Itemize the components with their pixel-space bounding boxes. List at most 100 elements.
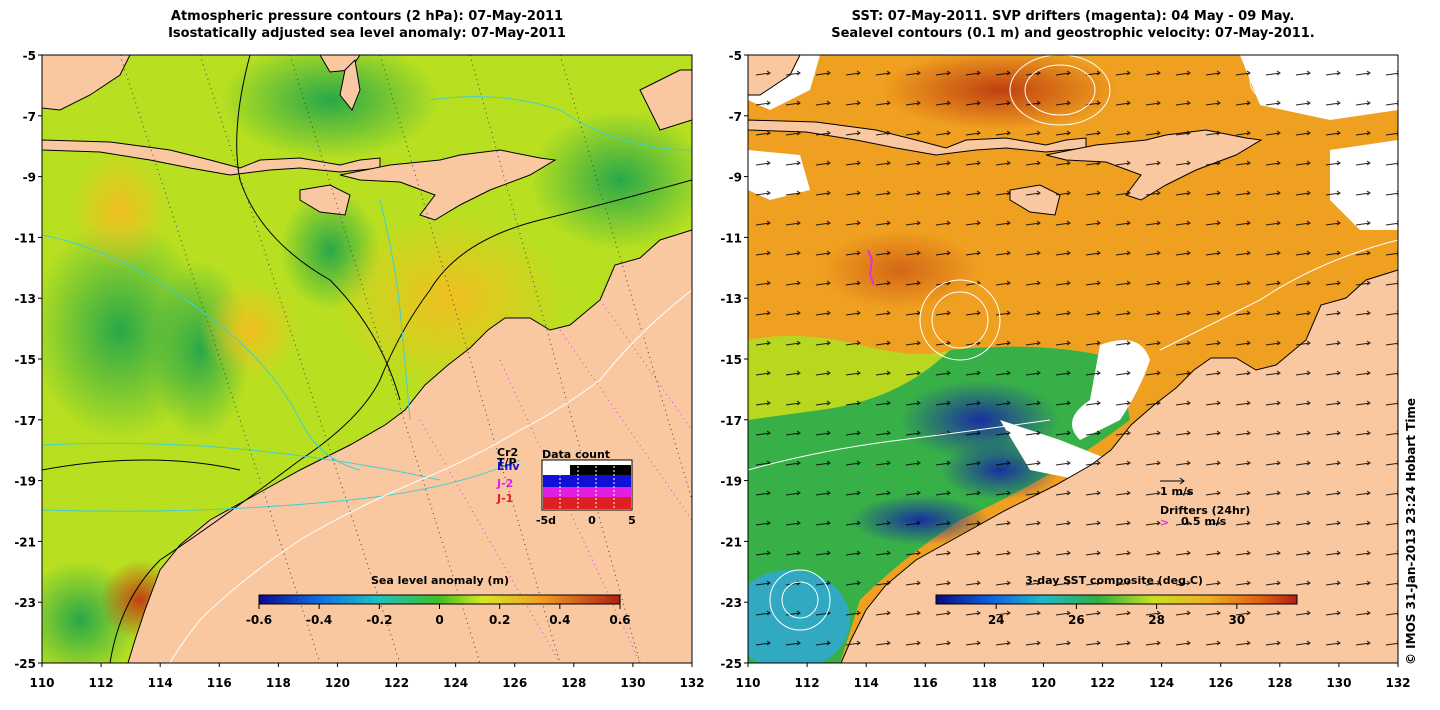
longitude-tick-label: 132 [679,676,704,690]
longitude-tick-label: 130 [620,676,645,690]
drifter-scale-label: 0.5 m/s [1181,515,1227,528]
sla-contour [42,234,361,471]
altimeter-tracks-magenta [419,299,692,663]
latitude-tick-label: -21 [720,535,742,549]
longitude-tick-label: 128 [561,676,586,690]
longitude-tick-label: 120 [1031,676,1056,690]
sst-colorbar [935,594,1298,605]
data-count-inset: Data count Cr2 T/P Env J-2 J-1 -5d 0 5 [496,446,636,527]
sst-colorbar-tick-label: 30 [1228,613,1245,627]
sealevel-contours [748,55,1398,631]
sla-map [42,55,692,663]
latitude-tick-label: -5 [729,49,742,63]
data-count-tick-5: 5 [628,514,636,527]
latitude-tick-label: -19 [720,475,742,489]
longitude-tick-label: 110 [29,676,54,690]
drifters-label: Drifters (24hr) [1160,504,1250,517]
sst-colorbar-tick-label: 26 [1068,613,1085,627]
latitude-tick-label: -9 [23,171,36,185]
sla-high-region [70,150,170,270]
latitude-tick-label: -7 [729,110,742,124]
longitude-tick-label: 114 [854,676,879,690]
australia-land [127,229,692,663]
longitude-tick-label: 116 [913,676,938,690]
small-island [339,58,361,111]
sla-contour [379,199,411,421]
left-panel-title: Atmospheric pressure contours (2 hPa): 0… [42,8,692,42]
sst-map [748,55,1398,663]
longitude-tick-label: 124 [1149,676,1174,690]
latitude-tick-label: -13 [14,292,36,306]
longitude-tick-label: 128 [1267,676,1292,690]
longitude-tick-label: 130 [1326,676,1351,690]
right-panel-title: SST: 07-May-2011. SVP drifters (magenta)… [748,8,1398,42]
longitude-tick-label: 112 [89,676,114,690]
axis-labels: -5 -7 -9 -11 -13 -15 -17 -19 -21 -23 -25 110 112 114 1… [14,49,1410,690]
data-count-title: Data count [542,448,610,461]
sst-colorbar-label: 3-day SST composite (deg C) [1025,574,1203,587]
altimeter-tracks [119,55,692,663]
sla-low-region [220,55,440,160]
longitude-tick-label: 126 [1208,676,1233,690]
sst-colorbar-tick-label: 24 [988,613,1005,627]
data-count-tick-0: 0 [588,514,596,527]
latitude-tick-label: -11 [14,231,36,245]
longitude-tick-label: 118 [266,676,291,690]
java-coast [42,55,131,111]
sla-colorbar-tick-label: 0.4 [549,613,570,627]
sla-contour [42,459,521,512]
left-title-line-2: Isostatically adjusted sea level anomaly… [168,26,566,41]
sst-colorbar-tick-label: 28 [1148,613,1165,627]
svp-drifter-track [867,249,875,286]
longitude-tick-label: 112 [795,676,820,690]
sla-colorbar-tick-label: -0.2 [366,613,392,627]
velocity-scale-arrow [1160,477,1185,485]
sla-colorbar-tick-label: -0.6 [246,613,272,627]
latitude-tick-label: -15 [720,353,742,367]
latitude-tick-label: -23 [14,596,36,610]
velocity-scale-label: 1 m/s [1160,485,1194,498]
latitude-tick-label: -23 [720,596,742,610]
latitude-tick-label: -15 [14,353,36,367]
longitude-tick-label: 116 [207,676,232,690]
sst-colorbar-ticks: 24 26 28 30 [988,604,1245,627]
latitude-tick-label: -25 [720,657,742,671]
right-title-line-2: Sealevel contours (0.1 m) and geostrophi… [831,26,1315,41]
sla-contour [429,96,692,151]
latitude-tick-label: -5 [23,49,36,63]
pressure-contour [236,55,401,401]
longitude-tick-label: 122 [384,676,409,690]
pressure-contour [42,459,241,471]
velocity-scale: 1 m/s Drifters (24hr) > 0.5 m/s [1160,477,1250,529]
latitude-tick-label: -19 [14,475,36,489]
latitude-tick-label: -17 [720,414,742,428]
longitude-tick-label: 110 [735,676,760,690]
legend-tp: T/P [497,456,517,469]
latitude-tick-label: -11 [720,231,742,245]
right-title-line-1: SST: 07-May-2011. SVP drifters (magenta)… [851,9,1295,24]
lesser-sunda-islands [42,139,381,176]
drifter-scale-arrow-icon: > [1160,516,1169,529]
legend-cr2: Cr2 [497,446,518,459]
data-count-bar-j1 [543,497,631,509]
sla-colorbar-tick-label: 0.2 [489,613,510,627]
geostrophic-velocity-arrows [748,55,1398,663]
latitude-tick-label: -21 [14,535,36,549]
sla-colorbar-tick-label: 0 [435,613,443,627]
sla-colorbar-ticks: -0.6 -0.4 -0.2 0 0.2 0.4 0.6 [246,604,631,627]
longitude-tick-label: 126 [502,676,527,690]
latitude-tick-label: -9 [729,171,742,185]
sla-colorbar-tick-label: 0.6 [609,613,630,627]
latitude-tick-label: -13 [720,292,742,306]
legend-env: Env [497,460,520,473]
pressure-contour [109,179,692,663]
data-count-bar-cr2 [570,465,631,475]
latitude-tick-label: -7 [23,110,36,124]
longitude-tick-label: 124 [443,676,468,690]
longitude-tick-label: 122 [1090,676,1115,690]
small-island [639,69,692,131]
sla-low-region [530,110,692,250]
longitude-tick-label: 132 [1385,676,1410,690]
bathymetry-contour [169,289,692,663]
